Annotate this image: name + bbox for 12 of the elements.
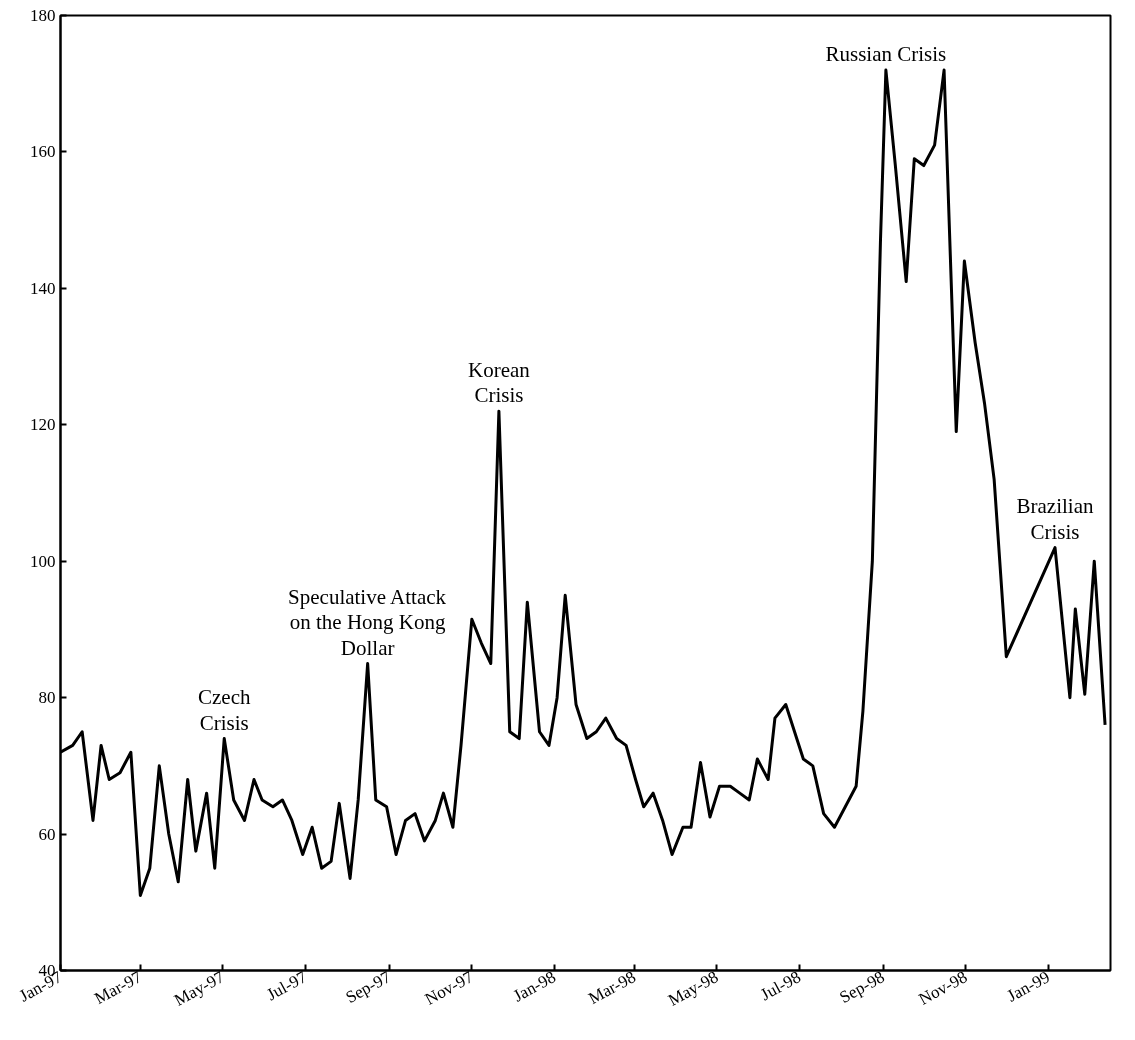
y-tick-label: 140	[30, 278, 56, 298]
y-tick-label: 100	[30, 551, 56, 571]
y-tick-label: 180	[30, 6, 56, 25]
y-tick-label: 80	[38, 688, 56, 708]
annotation: Korean Crisis	[468, 357, 531, 408]
annotation: Brazilian Crisis	[1016, 494, 1095, 544]
annotation: Speculative Attack on the Hong Kong Dollar	[288, 585, 447, 660]
y-tick-label: 120	[30, 415, 56, 435]
annotation: Czech Crisis	[197, 685, 251, 735]
y-tick-label: 60	[38, 824, 56, 844]
annotation: Russian Crisis	[825, 42, 947, 67]
y-tick-label: 160	[30, 142, 56, 162]
